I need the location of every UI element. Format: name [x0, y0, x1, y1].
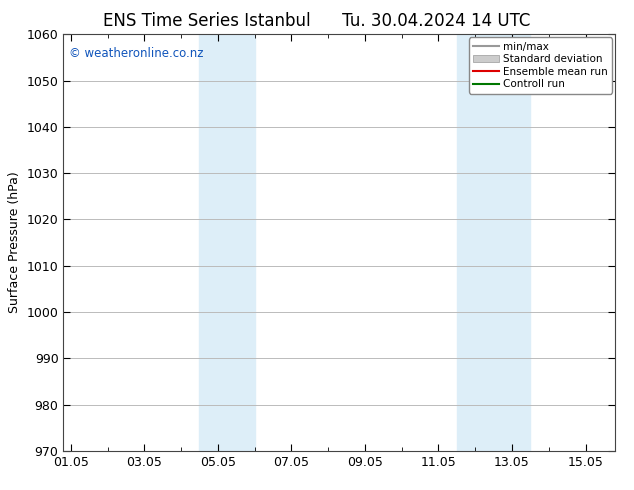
- Bar: [200, 34, 255, 451]
- Y-axis label: Surface Pressure (hPa): Surface Pressure (hPa): [8, 172, 21, 314]
- Text: ENS Time Series Istanbul      Tu. 30.04.2024 14 UTC: ENS Time Series Istanbul Tu. 30.04.2024 …: [103, 12, 531, 30]
- Legend: min/max, Standard deviation, Ensemble mean run, Controll run: min/max, Standard deviation, Ensemble me…: [469, 37, 612, 94]
- Bar: [457, 34, 531, 451]
- Text: © weatheronline.co.nz: © weatheronline.co.nz: [69, 47, 204, 60]
